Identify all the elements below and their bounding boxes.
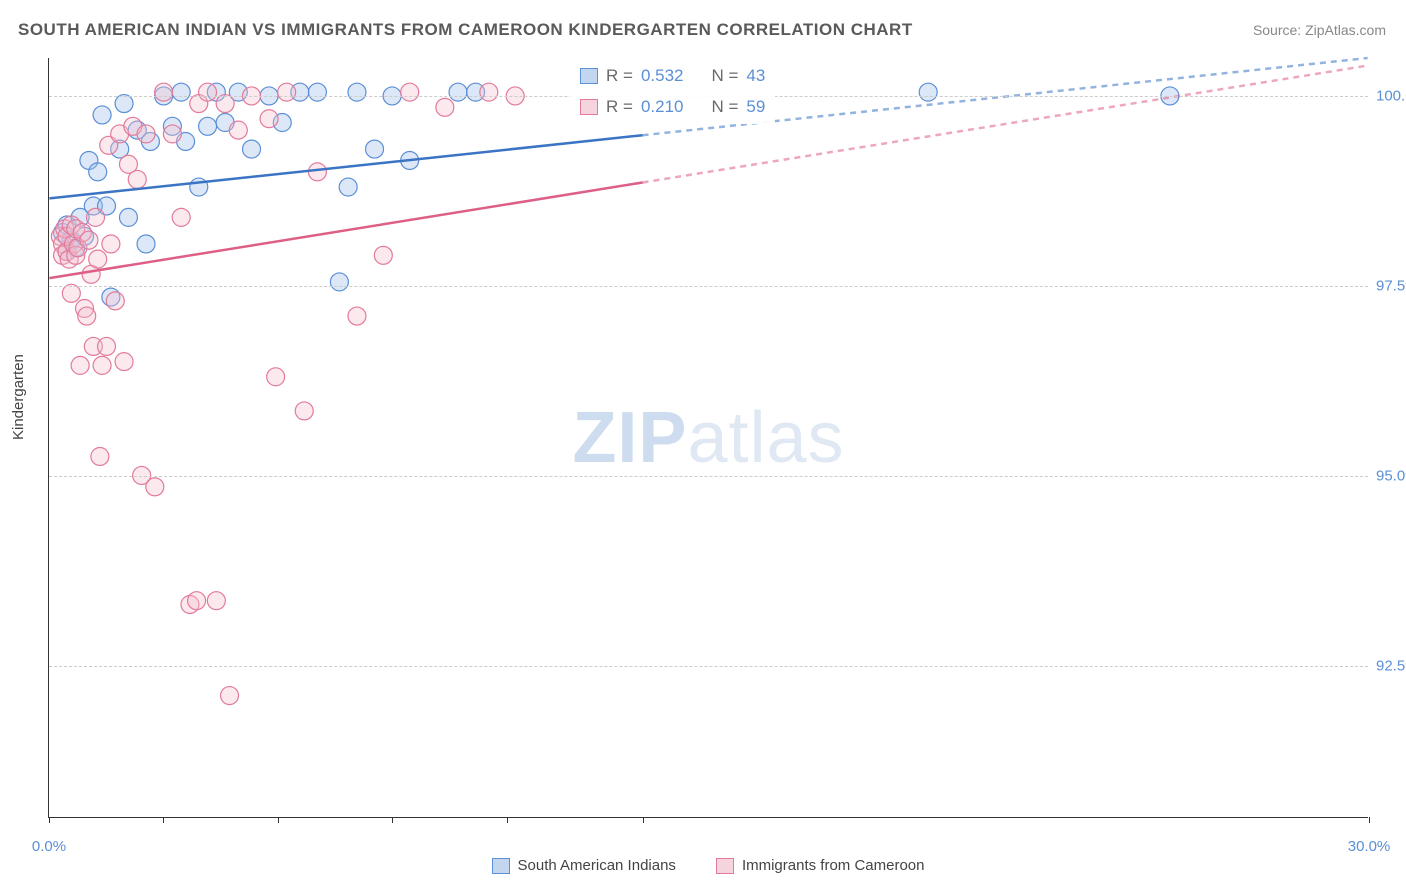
stats-r-label: R = <box>606 93 633 120</box>
data-point <box>102 235 120 253</box>
legend-item: South American Indians <box>492 857 676 874</box>
data-point <box>221 687 239 705</box>
x-tick <box>392 817 393 823</box>
stats-n-label: N = <box>711 93 738 120</box>
data-point <box>199 83 217 101</box>
legend-swatch <box>492 858 510 874</box>
x-tick-label: 0.0% <box>32 838 66 855</box>
y-tick-label: 95.0% <box>1376 468 1406 485</box>
plot-area: ZIPatlas 92.5%95.0%97.5%100.0%0.0%30.0% <box>48 58 1368 818</box>
data-point <box>330 273 348 291</box>
data-point <box>480 83 498 101</box>
data-point <box>91 447 109 465</box>
x-tick <box>643 817 644 823</box>
data-point <box>115 95 133 113</box>
data-point <box>172 83 190 101</box>
data-point <box>295 402 313 420</box>
chart-title: SOUTH AMERICAN INDIAN VS IMMIGRANTS FROM… <box>18 20 913 40</box>
data-point <box>137 125 155 143</box>
gridline <box>49 476 1368 477</box>
y-tick-label: 97.5% <box>1376 278 1406 295</box>
data-point <box>207 592 225 610</box>
legend: South American Indians Immigrants from Ca… <box>48 857 1368 874</box>
data-point <box>436 98 454 116</box>
data-point <box>87 208 105 226</box>
legend-label: Immigrants from Cameroon <box>742 857 925 874</box>
data-point <box>308 163 326 181</box>
data-point <box>229 121 247 139</box>
x-tick <box>278 817 279 823</box>
stats-swatch <box>580 99 598 115</box>
stats-r-label: R = <box>606 62 633 89</box>
data-point <box>188 592 206 610</box>
data-point <box>115 353 133 371</box>
data-point <box>339 178 357 196</box>
legend-swatch <box>716 858 734 874</box>
data-point <box>348 83 366 101</box>
y-tick-label: 92.5% <box>1376 658 1406 675</box>
data-point <box>137 235 155 253</box>
stats-swatch <box>580 68 598 84</box>
data-point <box>278 83 296 101</box>
scatter-plot-svg <box>49 58 1368 817</box>
stats-r-value: 0.210 <box>641 93 684 120</box>
data-point <box>172 208 190 226</box>
y-axis-label: Kindergarten <box>10 354 27 440</box>
data-point <box>89 163 107 181</box>
x-tick <box>1369 817 1370 823</box>
data-point <box>348 307 366 325</box>
data-point <box>78 307 96 325</box>
data-point <box>89 250 107 268</box>
source-label: Source: ZipAtlas.com <box>1253 22 1386 38</box>
data-point <box>98 337 116 355</box>
data-point <box>163 125 181 143</box>
data-point <box>93 356 111 374</box>
stats-row: R = 0.210 N = 59 <box>570 91 775 122</box>
y-tick-label: 100.0% <box>1376 88 1406 105</box>
stats-box: R = 0.532 N = 43 R = 0.210 N = 59 <box>570 58 775 124</box>
stats-n-value: 43 <box>746 62 765 89</box>
stats-r-value: 0.532 <box>641 62 684 89</box>
data-point <box>216 95 234 113</box>
chart-container: SOUTH AMERICAN INDIAN VS IMMIGRANTS FROM… <box>0 0 1406 892</box>
data-point <box>80 231 98 249</box>
data-point <box>155 83 173 101</box>
data-point <box>401 83 419 101</box>
data-point <box>260 110 278 128</box>
data-point <box>449 83 467 101</box>
stats-row: R = 0.532 N = 43 <box>570 60 775 91</box>
trend-line-solid <box>49 182 642 278</box>
legend-item: Immigrants from Cameroon <box>716 857 925 874</box>
data-point <box>267 368 285 386</box>
x-tick <box>163 817 164 823</box>
x-tick <box>507 817 508 823</box>
data-point <box>919 83 937 101</box>
data-point <box>71 356 89 374</box>
x-tick <box>49 817 50 823</box>
data-point <box>128 170 146 188</box>
data-point <box>146 478 164 496</box>
data-point <box>243 140 261 158</box>
stats-n-label: N = <box>711 62 738 89</box>
data-point <box>308 83 326 101</box>
data-point <box>366 140 384 158</box>
data-point <box>93 106 111 124</box>
legend-label: South American Indians <box>518 857 676 874</box>
data-point <box>119 208 137 226</box>
data-point <box>374 246 392 264</box>
data-point <box>199 117 217 135</box>
data-point <box>106 292 124 310</box>
stats-n-value: 59 <box>746 93 765 120</box>
x-tick-label: 30.0% <box>1348 838 1391 855</box>
gridline <box>49 286 1368 287</box>
gridline <box>49 666 1368 667</box>
